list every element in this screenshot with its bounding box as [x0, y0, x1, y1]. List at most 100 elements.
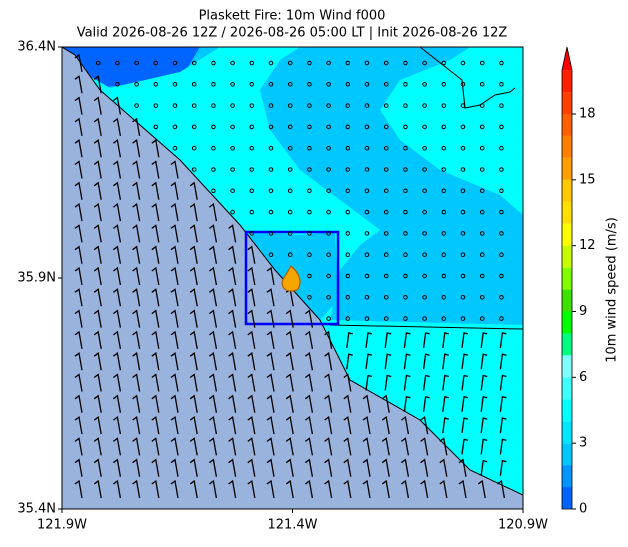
wind-barb	[480, 332, 488, 348]
wind-barb	[458, 458, 467, 477]
calm-marker	[268, 167, 274, 172]
wind-barb	[209, 415, 218, 435]
wind-barb	[74, 415, 83, 435]
wind-barb	[247, 479, 256, 499]
calm-marker	[422, 103, 427, 108]
calm-marker	[364, 82, 370, 87]
wind-barb	[365, 374, 373, 391]
calm-marker	[499, 231, 504, 236]
calm-marker	[345, 167, 351, 172]
calm-marker	[422, 231, 427, 236]
calm-marker	[345, 103, 351, 108]
wind-barb	[74, 160, 83, 179]
calm-marker	[479, 60, 485, 66]
wind-barb	[499, 353, 507, 370]
wind-barbs	[74, 53, 507, 499]
wind-barb	[343, 458, 352, 477]
wind-barb	[189, 458, 198, 477]
calm-marker	[230, 124, 235, 130]
wind-barb	[461, 395, 469, 412]
colorbar-band	[562, 311, 572, 334]
calm-marker	[499, 145, 504, 151]
colorbar-frame	[561, 46, 573, 510]
y-tick-label: 36.4N	[17, 40, 56, 55]
wind-barb	[151, 181, 160, 200]
wind-barb	[151, 352, 160, 371]
wind-barb	[209, 245, 218, 264]
wind-barb	[151, 394, 160, 413]
wind-barb	[266, 458, 275, 477]
wind-barb	[305, 373, 314, 392]
wind-barb	[209, 437, 218, 456]
calm-marker	[249, 188, 255, 194]
calm-marker	[422, 316, 427, 321]
wind-barb	[285, 330, 294, 350]
wind-barb	[93, 479, 102, 499]
wind-barb	[113, 309, 122, 328]
calm-marker	[499, 60, 504, 66]
wind-barb	[266, 437, 275, 456]
calm-marker	[134, 103, 139, 108]
wind-barb	[170, 415, 179, 435]
wind-barb	[189, 373, 198, 392]
wind-barb	[247, 415, 256, 435]
calm-marker	[499, 103, 504, 108]
wind-barb	[170, 458, 179, 477]
wind-barb	[74, 181, 83, 200]
calm-marker	[460, 188, 466, 194]
calm-marker	[364, 295, 370, 300]
x-tick-label: 121.4W	[267, 518, 317, 533]
wind-barb	[384, 353, 392, 370]
calm-marker	[268, 252, 274, 257]
wind-barb	[189, 288, 198, 307]
calm-marker	[460, 82, 466, 87]
calm-marker	[153, 60, 159, 66]
calm-marker	[249, 60, 255, 66]
wind-barb	[381, 479, 390, 499]
wind-barb	[266, 394, 275, 413]
wind-barb	[151, 309, 160, 328]
calm-marker	[479, 124, 485, 130]
calm-marker	[230, 145, 235, 151]
wind-barb	[170, 160, 179, 179]
wind-barb	[209, 330, 218, 350]
wind-barb	[381, 437, 390, 456]
wind-barb	[343, 373, 352, 392]
calm-marker	[307, 252, 312, 257]
calm-marker	[364, 252, 370, 257]
wind-barb	[93, 437, 102, 456]
wind-barb	[422, 395, 430, 412]
map-area	[62, 47, 523, 509]
calm-marker	[499, 188, 504, 194]
colorbar-band	[562, 92, 572, 114]
calm-marker	[287, 209, 293, 215]
calm-marker	[345, 209, 351, 215]
colorbar-band	[562, 487, 572, 509]
wind-barb	[458, 479, 467, 499]
wind-barb	[113, 181, 122, 200]
calm-marker	[307, 103, 312, 108]
calm-marker	[441, 167, 447, 172]
wind-barb	[403, 353, 411, 370]
calm-marker	[230, 103, 235, 108]
calm-marker	[441, 273, 447, 279]
calm-marker	[268, 231, 274, 236]
wind-barb	[247, 394, 256, 413]
wind-barb	[209, 458, 218, 477]
wind-barb	[422, 353, 430, 370]
wind-barb	[480, 438, 488, 455]
colorbar-band	[562, 377, 572, 400]
calm-marker	[153, 103, 159, 108]
x-tick-label: 121.9W	[37, 518, 87, 533]
calm-marker	[268, 60, 274, 66]
wind-barb	[381, 415, 390, 435]
calm-marker	[364, 124, 370, 130]
calm-marker	[249, 145, 255, 151]
wind-barb	[74, 437, 83, 456]
wind-barb	[189, 266, 198, 286]
calm-marker	[268, 188, 274, 194]
wind-barb	[132, 352, 141, 371]
calm-marker	[345, 188, 351, 194]
wind-barb	[74, 245, 83, 264]
wind-barb	[247, 373, 256, 392]
